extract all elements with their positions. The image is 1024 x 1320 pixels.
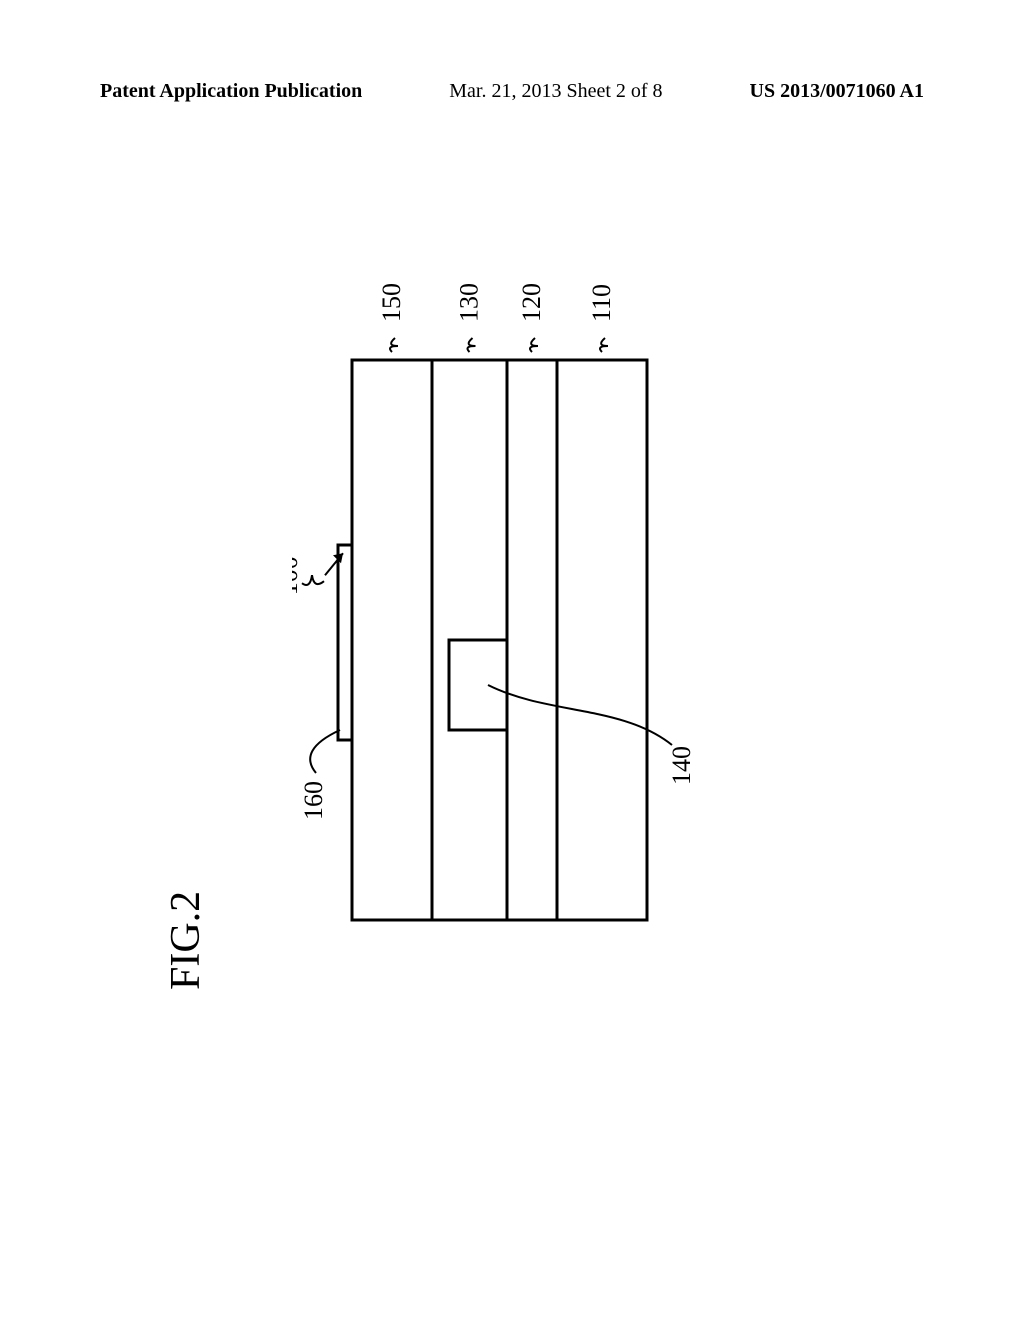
- svg-text:120: 120: [517, 283, 546, 322]
- figure-title: FIG.2: [162, 891, 210, 990]
- header-right: US 2013/0071060 A1: [750, 80, 924, 103]
- header-center: Mar. 21, 2013 Sheet 2 of 8: [449, 80, 662, 103]
- figure-container: FIG.2 150130120110100160140: [162, 310, 862, 1010]
- header-left: Patent Application Publication: [100, 80, 362, 103]
- diagram-svg: 150 130 120 110 100 160 140: [292, 240, 792, 940]
- diagram: 150 130 120 110 100 160 140: [292, 240, 792, 940]
- svg-text:160: 160: [299, 781, 328, 820]
- svg-text:100: 100: [292, 556, 303, 595]
- svg-text:140: 140: [667, 746, 696, 785]
- page-header: Patent Application Publication Mar. 21, …: [0, 80, 1024, 103]
- svg-text:110: 110: [587, 284, 616, 322]
- svg-text:130: 130: [455, 283, 484, 322]
- svg-text:150: 150: [377, 283, 406, 322]
